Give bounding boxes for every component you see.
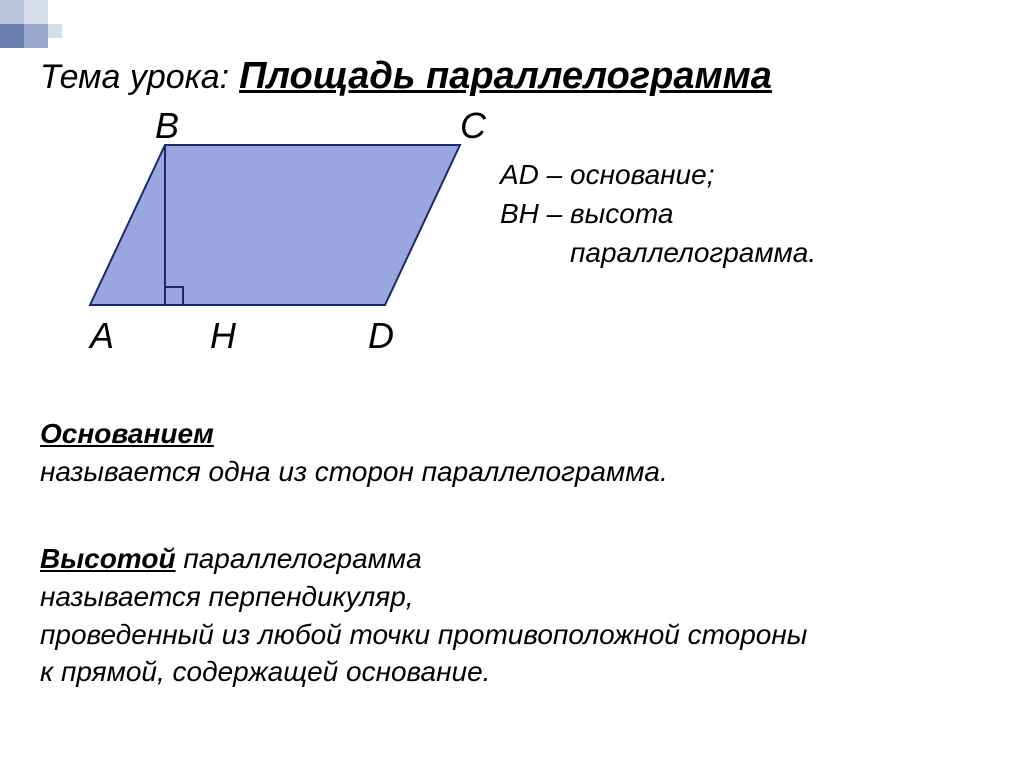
corner-decoration xyxy=(0,0,90,50)
lesson-title: Тема урока: Площадь параллелограмма xyxy=(40,55,772,98)
definition-height-term: Высотой xyxy=(40,543,176,574)
definition-height: Высотой параллелограмма называется перпе… xyxy=(40,540,807,691)
side-note-line2: BH – высота xyxy=(500,194,816,233)
definition-height-line4: к прямой, содержащей основание. xyxy=(40,653,807,691)
definition-base: Основанием называется одна из сторон пар… xyxy=(40,415,668,491)
vertex-label-A: A xyxy=(90,315,114,357)
side-note-line3: параллелограмма. xyxy=(500,233,816,272)
definition-height-line2: называется перпендикуляр, xyxy=(40,578,807,616)
title-prefix: Тема урока: xyxy=(40,58,229,97)
definition-height-term-tail: параллелограмма xyxy=(176,543,422,574)
definition-base-text: называется одна из сторон параллелограмм… xyxy=(40,453,668,491)
vertex-label-D: D xyxy=(368,315,394,357)
vertex-label-B: B xyxy=(155,105,179,147)
side-note-line1: AD – основание; xyxy=(500,155,816,194)
vertex-label-H: H xyxy=(210,315,236,357)
definition-height-line3: проведенный из любой точки противоположн… xyxy=(40,616,807,654)
side-notes: AD – основание; BH – высота параллелогра… xyxy=(500,155,816,273)
title-main: Площадь параллелограмма xyxy=(239,55,772,98)
definition-base-term: Основанием xyxy=(40,418,214,449)
vertex-label-C: C xyxy=(460,105,486,147)
parallelogram-diagram: A B C D H xyxy=(60,115,480,375)
